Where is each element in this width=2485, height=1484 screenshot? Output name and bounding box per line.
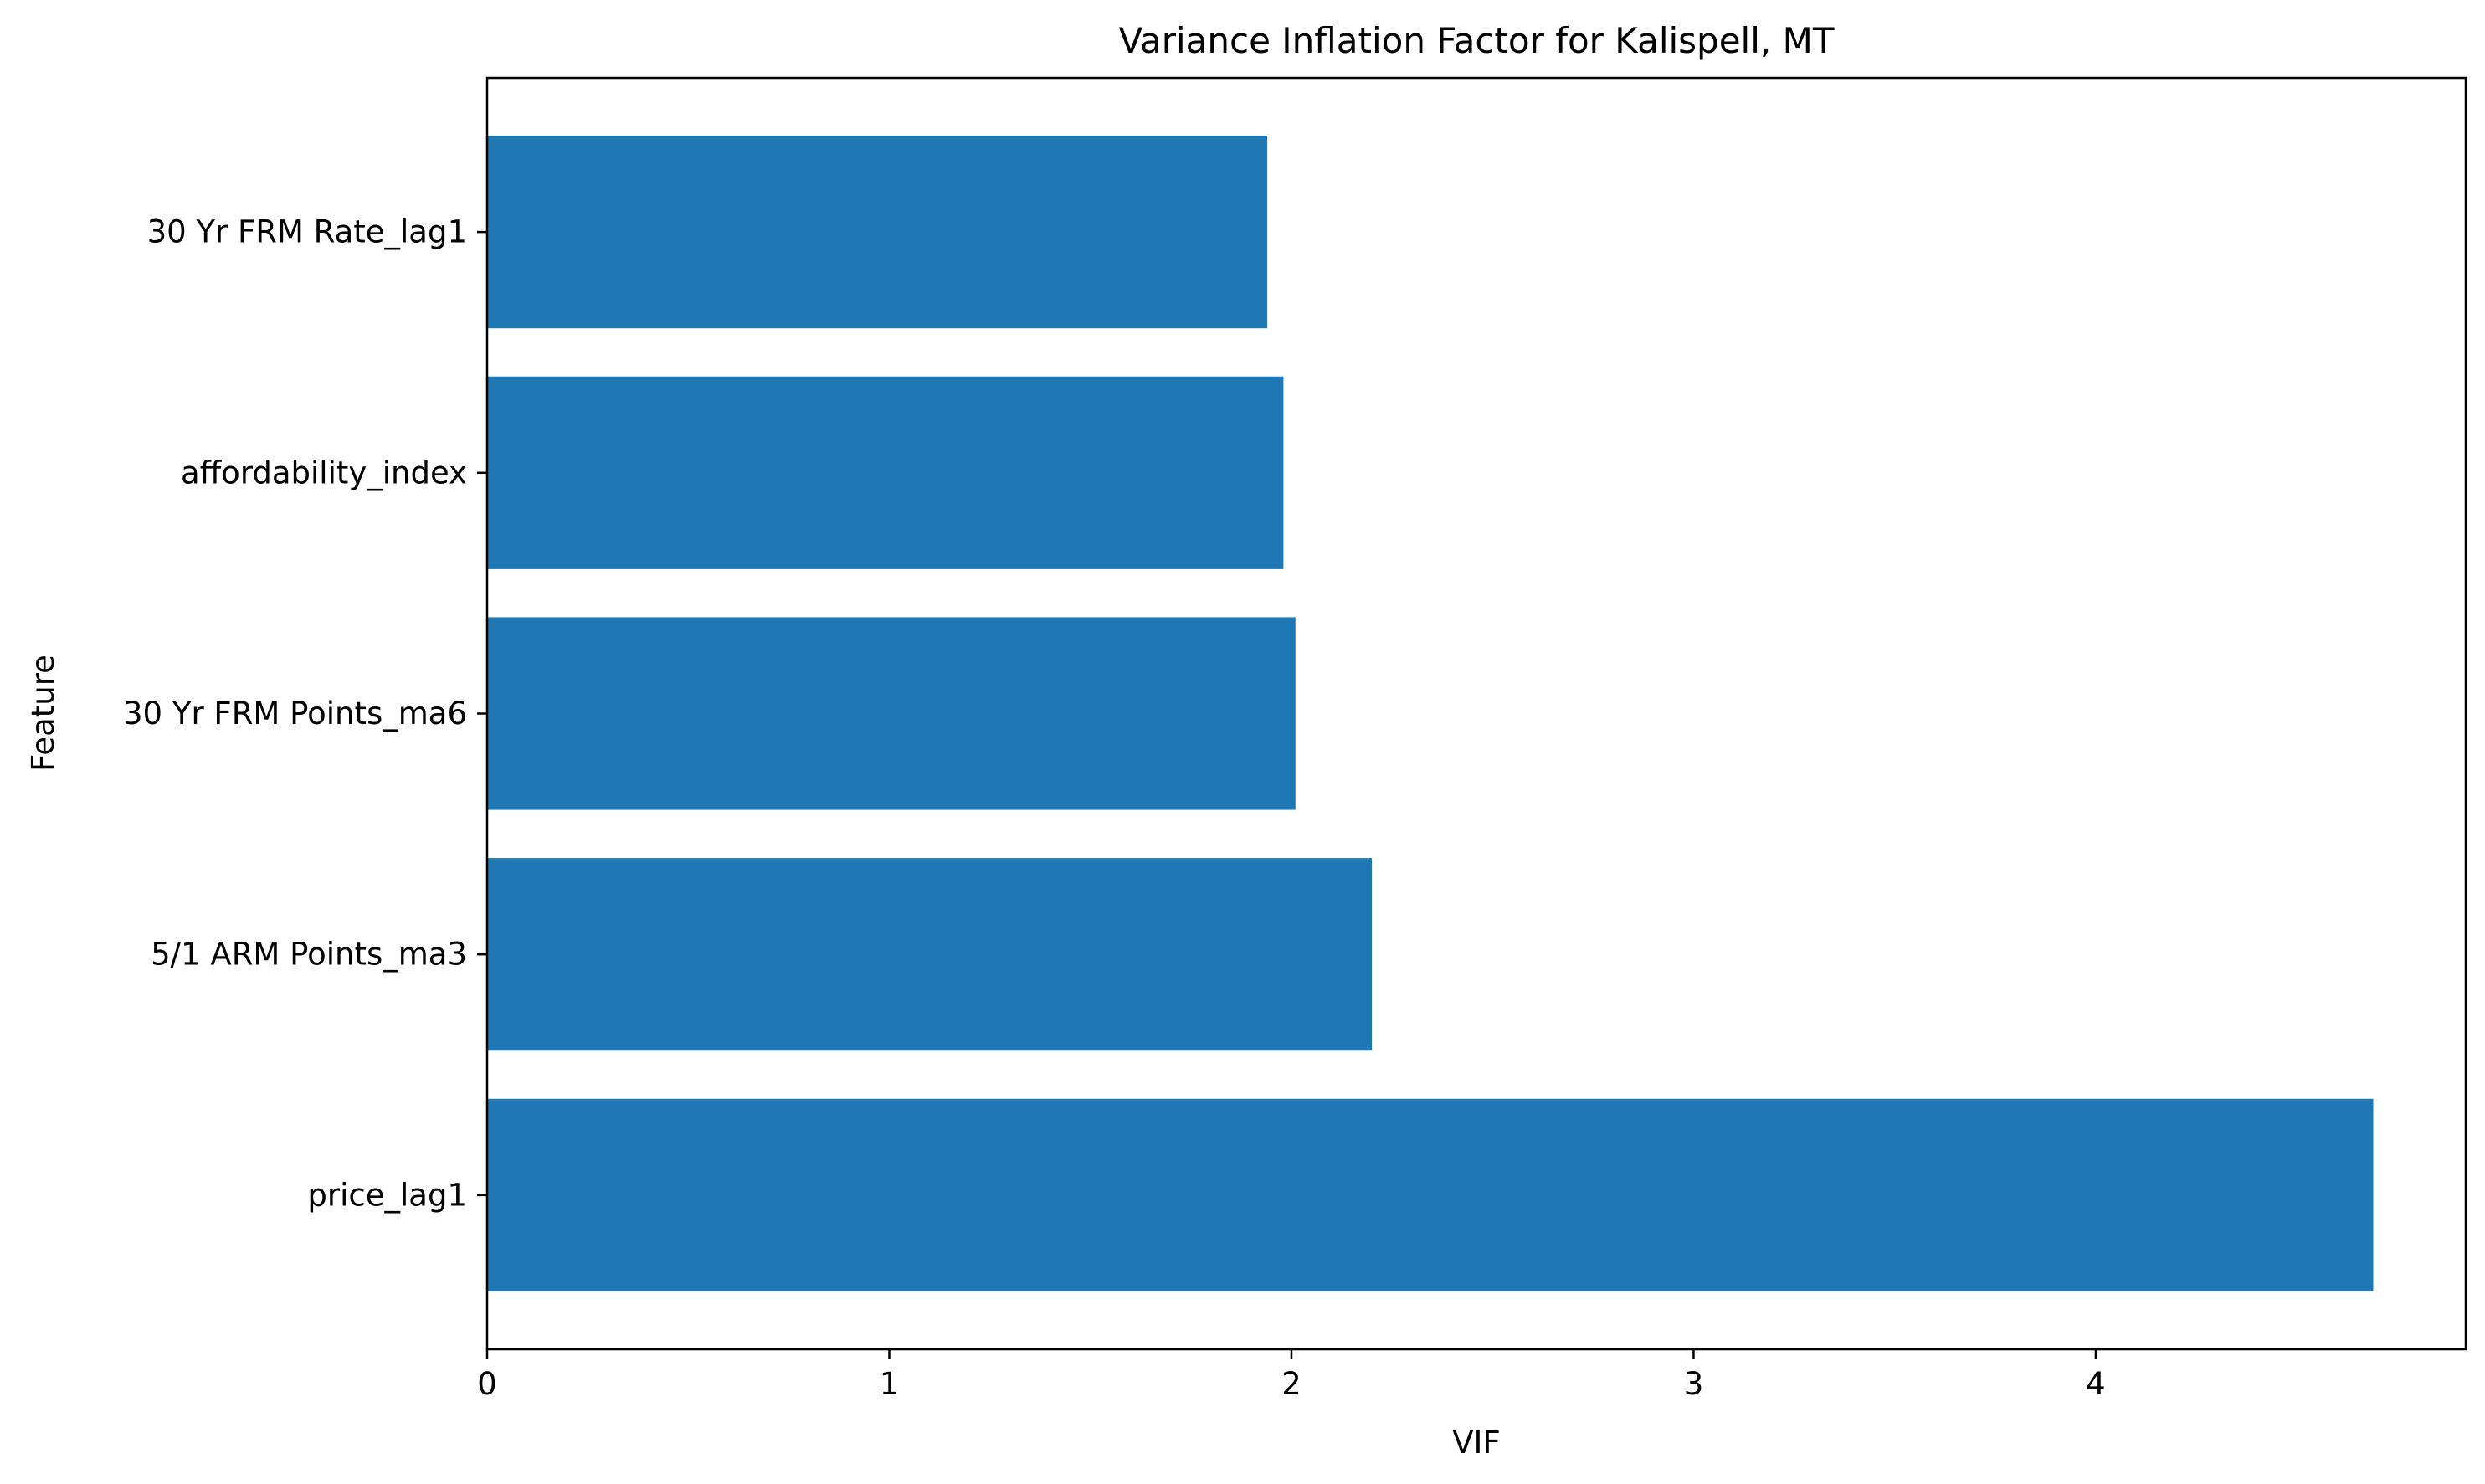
x-tick-label: 3	[1684, 1366, 1704, 1402]
bar-price-lag1	[487, 1098, 2374, 1291]
y-tick-label: price_lag1	[307, 1177, 467, 1213]
y-tick-label: 30 Yr FRM Points_ma6	[123, 696, 467, 732]
y-tick-label: 5/1 ARM Points_ma3	[151, 937, 467, 973]
y-axis-label: Feature	[25, 655, 61, 772]
bar-affordability-index	[487, 376, 1284, 569]
x-tick-label: 2	[1281, 1366, 1302, 1402]
x-axis-ticks: 0 1 2 3 4	[477, 1349, 2106, 1402]
x-tick-label: 1	[880, 1366, 900, 1402]
bar-5-1-arm-points-ma3	[487, 858, 1373, 1051]
y-tick-label: 30 Yr FRM Rate_lag1	[147, 214, 467, 250]
chart-title: Variance Inflation Factor for Kalispell,…	[1119, 20, 1835, 61]
x-axis-label: VIF	[1452, 1425, 1501, 1461]
bar-30-yr-frm-rate-lag1	[487, 136, 1268, 329]
y-axis-ticks: price_lag1 5/1 ARM Points_ma3 30 Yr FRM Po…	[123, 214, 487, 1213]
bars-group	[487, 136, 2374, 1291]
x-tick-label: 0	[477, 1366, 497, 1402]
y-tick-label: affordability_index	[181, 454, 467, 490]
x-tick-label: 4	[2086, 1366, 2106, 1402]
bar-30-yr-frm-points-ma6	[487, 617, 1296, 810]
